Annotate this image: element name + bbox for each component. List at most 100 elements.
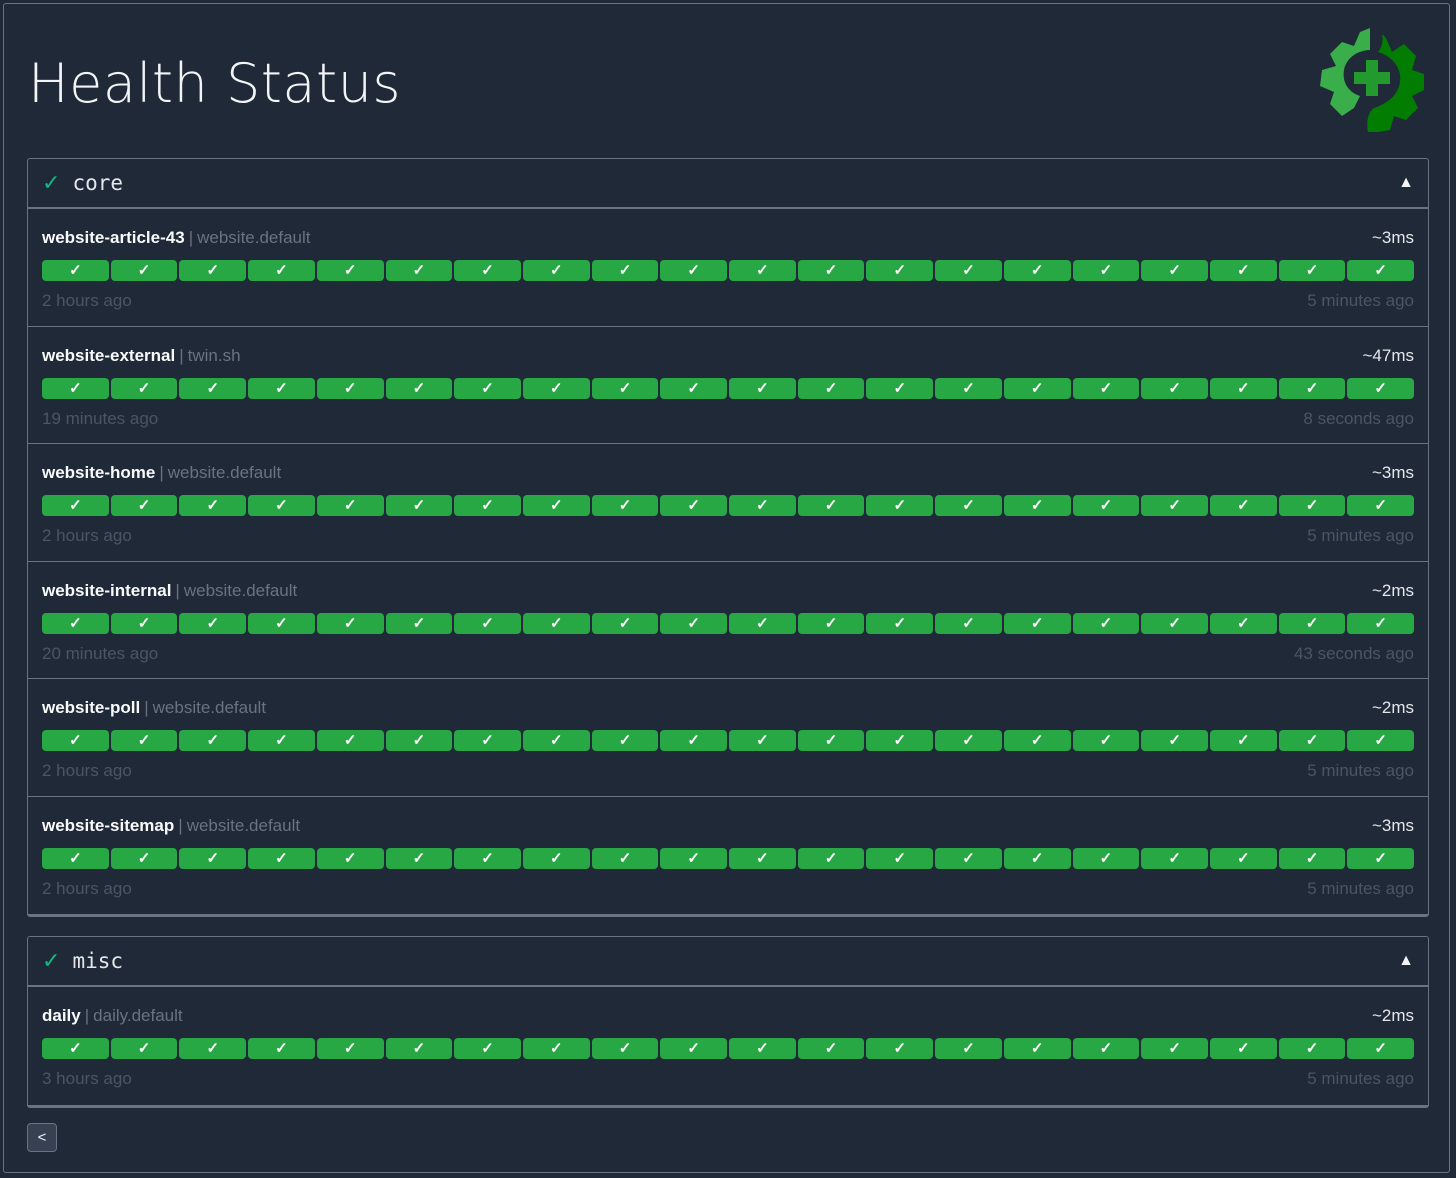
result-bar[interactable]: ✓ bbox=[935, 377, 1002, 399]
result-bar[interactable]: ✓ bbox=[1072, 730, 1140, 751]
result-bar[interactable]: ✓ bbox=[935, 495, 1002, 516]
result-bar[interactable]: ✓ bbox=[454, 1038, 521, 1059]
result-bar[interactable]: ✓ bbox=[385, 612, 453, 634]
result-bar[interactable]: ✓ bbox=[660, 847, 728, 869]
result-bar[interactable]: ✓ bbox=[454, 377, 521, 399]
result-bar[interactable]: ✓ bbox=[1141, 612, 1208, 634]
result-bar[interactable]: ✓ bbox=[179, 1038, 247, 1059]
result-bar[interactable]: ✓ bbox=[110, 730, 178, 751]
result-bar[interactable]: ✓ bbox=[660, 730, 728, 751]
result-bar[interactable]: ✓ bbox=[522, 847, 590, 869]
result-bar[interactable]: ✓ bbox=[729, 1038, 796, 1059]
result-bar[interactable]: ✓ bbox=[1141, 730, 1208, 751]
result-bar[interactable]: ✓ bbox=[591, 612, 659, 634]
result-bar[interactable]: ✓ bbox=[1209, 1038, 1277, 1059]
result-bar[interactable]: ✓ bbox=[591, 260, 659, 281]
result-bar[interactable]: ✓ bbox=[1003, 612, 1071, 634]
result-bar[interactable]: ✓ bbox=[729, 377, 796, 399]
result-bar[interactable]: ✓ bbox=[1347, 377, 1415, 399]
result-bar[interactable]: ✓ bbox=[1141, 847, 1208, 869]
result-bar[interactable]: ✓ bbox=[866, 260, 934, 281]
endpoint-name[interactable]: daily bbox=[42, 1006, 81, 1025]
result-bar[interactable]: ✓ bbox=[866, 377, 934, 399]
result-bar[interactable]: ✓ bbox=[1347, 847, 1415, 869]
result-bar[interactable]: ✓ bbox=[316, 260, 384, 281]
result-bar[interactable]: ✓ bbox=[110, 1038, 178, 1059]
result-bar[interactable]: ✓ bbox=[660, 260, 728, 281]
result-bar[interactable]: ✓ bbox=[385, 730, 453, 751]
result-bar[interactable]: ✓ bbox=[1209, 495, 1277, 516]
result-bar[interactable]: ✓ bbox=[1209, 612, 1277, 634]
result-bar[interactable]: ✓ bbox=[1278, 1038, 1346, 1059]
endpoint-name[interactable]: website-external bbox=[42, 345, 176, 365]
result-bar[interactable]: ✓ bbox=[454, 612, 521, 634]
result-bar[interactable]: ✓ bbox=[729, 847, 796, 869]
result-bar[interactable]: ✓ bbox=[1347, 495, 1415, 516]
result-bar[interactable]: ✓ bbox=[110, 847, 178, 869]
result-bar[interactable]: ✓ bbox=[454, 730, 521, 751]
result-bar[interactable]: ✓ bbox=[1347, 730, 1415, 751]
result-bar[interactable]: ✓ bbox=[591, 495, 659, 516]
result-bar[interactable]: ✓ bbox=[248, 612, 315, 634]
result-bar[interactable]: ✓ bbox=[1072, 1038, 1140, 1059]
result-bar[interactable]: ✓ bbox=[316, 730, 384, 751]
result-bar[interactable]: ✓ bbox=[248, 847, 315, 869]
result-bar[interactable]: ✓ bbox=[729, 495, 796, 516]
result-bar[interactable]: ✓ bbox=[385, 847, 453, 869]
result-bar[interactable]: ✓ bbox=[454, 495, 521, 516]
result-bar[interactable]: ✓ bbox=[110, 260, 178, 281]
previous-page-button[interactable]: < bbox=[27, 1123, 57, 1152]
result-bar[interactable]: ✓ bbox=[1072, 495, 1140, 516]
result-bar[interactable]: ✓ bbox=[42, 730, 109, 751]
result-bar[interactable]: ✓ bbox=[1278, 377, 1346, 399]
result-bar[interactable]: ✓ bbox=[1003, 847, 1071, 869]
result-bar[interactable]: ✓ bbox=[1003, 377, 1071, 399]
result-bar[interactable]: ✓ bbox=[866, 1038, 934, 1059]
result-bar[interactable]: ✓ bbox=[1209, 260, 1277, 281]
result-bar[interactable]: ✓ bbox=[797, 730, 865, 751]
result-bar[interactable]: ✓ bbox=[1278, 730, 1346, 751]
result-bar[interactable]: ✓ bbox=[935, 730, 1002, 751]
result-bar[interactable]: ✓ bbox=[1278, 260, 1346, 281]
result-bar[interactable]: ✓ bbox=[248, 1038, 315, 1059]
result-bar[interactable]: ✓ bbox=[935, 847, 1002, 869]
result-bar[interactable]: ✓ bbox=[1003, 1038, 1071, 1059]
result-bar[interactable]: ✓ bbox=[1141, 495, 1208, 516]
result-bar[interactable]: ✓ bbox=[110, 377, 178, 399]
result-bar[interactable]: ✓ bbox=[1072, 847, 1140, 869]
result-bar[interactable]: ✓ bbox=[316, 847, 384, 869]
result-bar[interactable]: ✓ bbox=[1278, 495, 1346, 516]
result-bar[interactable]: ✓ bbox=[660, 377, 728, 399]
result-bar[interactable]: ✓ bbox=[1072, 260, 1140, 281]
result-bar[interactable]: ✓ bbox=[385, 1038, 453, 1059]
result-bar[interactable]: ✓ bbox=[454, 260, 521, 281]
result-bar[interactable]: ✓ bbox=[866, 847, 934, 869]
result-bar[interactable]: ✓ bbox=[110, 495, 178, 516]
result-bar[interactable]: ✓ bbox=[179, 260, 247, 281]
result-bar[interactable]: ✓ bbox=[797, 1038, 865, 1059]
result-bar[interactable]: ✓ bbox=[522, 730, 590, 751]
result-bar[interactable]: ✓ bbox=[42, 1038, 109, 1059]
result-bar[interactable]: ✓ bbox=[1347, 1038, 1415, 1059]
result-bar[interactable]: ✓ bbox=[1003, 260, 1071, 281]
result-bar[interactable]: ✓ bbox=[1141, 1038, 1208, 1059]
result-bar[interactable]: ✓ bbox=[42, 495, 109, 516]
result-bar[interactable]: ✓ bbox=[522, 1038, 590, 1059]
result-bar[interactable]: ✓ bbox=[385, 495, 453, 516]
result-bar[interactable]: ✓ bbox=[316, 612, 384, 634]
result-bar[interactable]: ✓ bbox=[1347, 612, 1415, 634]
result-bar[interactable]: ✓ bbox=[1072, 377, 1140, 399]
result-bar[interactable]: ✓ bbox=[591, 1038, 659, 1059]
result-bar[interactable]: ✓ bbox=[110, 612, 178, 634]
result-bar[interactable]: ✓ bbox=[1209, 730, 1277, 751]
result-bar[interactable]: ✓ bbox=[1072, 612, 1140, 634]
result-bar[interactable]: ✓ bbox=[522, 495, 590, 516]
result-bar[interactable]: ✓ bbox=[660, 495, 728, 516]
result-bar[interactable]: ✓ bbox=[316, 495, 384, 516]
result-bar[interactable]: ✓ bbox=[797, 377, 865, 399]
result-bar[interactable]: ✓ bbox=[591, 847, 659, 869]
result-bar[interactable]: ✓ bbox=[1003, 730, 1071, 751]
result-bar[interactable]: ✓ bbox=[42, 612, 109, 634]
result-bar[interactable]: ✓ bbox=[935, 612, 1002, 634]
result-bar[interactable]: ✓ bbox=[1209, 847, 1277, 869]
